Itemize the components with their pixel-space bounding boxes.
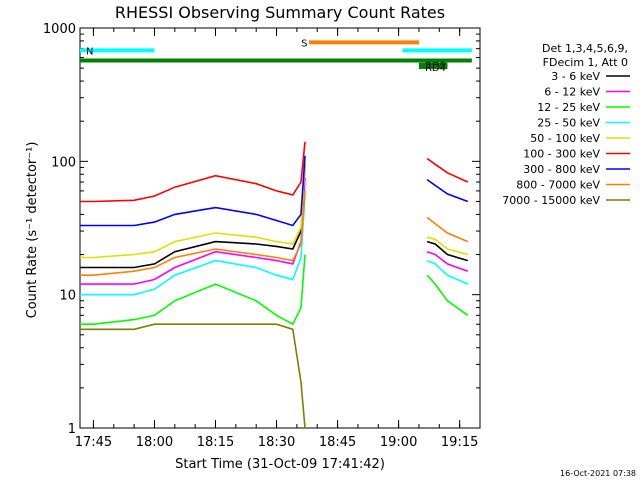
legend-header-line-2: FDecim 1, Att 0	[543, 56, 628, 69]
series-line	[80, 195, 469, 296]
flag-label: S	[301, 38, 307, 49]
y-tick-label: 100	[51, 155, 76, 170]
y-tick-label: 1	[68, 422, 76, 437]
legend-label: 800 - 7000 keV	[516, 179, 600, 192]
y-tick-label: 1000	[43, 22, 76, 37]
x-tick-label: 18:15	[197, 435, 234, 450]
legend-label: 25 - 50 keV	[537, 117, 600, 130]
plot-frame	[79, 27, 481, 429]
legend-label: 3 - 6 keV	[551, 70, 600, 83]
y-axis-label: Count Rate (s⁻¹ detector⁻¹)	[25, 142, 40, 319]
legend-header-line-1: Det 1,3,4,5,6,9,	[542, 42, 628, 55]
chart-title: RHESSI Observing Summary Count Rates	[115, 3, 445, 22]
x-tick-label: 17:45	[75, 435, 112, 450]
series-line	[80, 323, 306, 429]
x-tick-label: 18:30	[258, 435, 295, 450]
flag-label: RD4	[425, 63, 446, 74]
legend-label: 300 - 800 keV	[523, 163, 600, 176]
legend-label: 7000 - 15000 keV	[502, 194, 600, 207]
y-tick-label: 10	[59, 289, 76, 304]
x-axis-label: Start Time (31-Oct-09 17:41:42)	[175, 457, 385, 472]
series-line	[80, 141, 469, 203]
x-tick-label: 18:45	[319, 435, 356, 450]
legend: Det 1,3,4,5,6,9, FDecim 1, Att 0 3 - 6 k…	[502, 42, 630, 207]
series-line	[80, 155, 469, 227]
legend-label: 50 - 100 keV	[530, 132, 600, 145]
x-tick-label: 18:00	[136, 435, 173, 450]
series-line	[80, 164, 469, 269]
series-line	[80, 161, 469, 259]
legend-label: 12 - 25 keV	[537, 101, 600, 114]
generation-timestamp: 16-Oct-2021 07:38	[560, 469, 636, 478]
series-line	[80, 177, 469, 285]
plot-area: 1 10 100 1000 17:45 18:00 18:15 18:30 18:45 19:00…	[43, 22, 481, 450]
series-line	[80, 190, 469, 276]
legend-label: 100 - 300 keV	[523, 148, 600, 161]
series-line	[80, 254, 469, 326]
x-tick-label: 19:00	[380, 435, 417, 450]
x-tick-label: 19:15	[441, 435, 478, 450]
flag-label: N	[86, 46, 93, 57]
legend-label: 6 - 12 keV	[544, 86, 600, 99]
